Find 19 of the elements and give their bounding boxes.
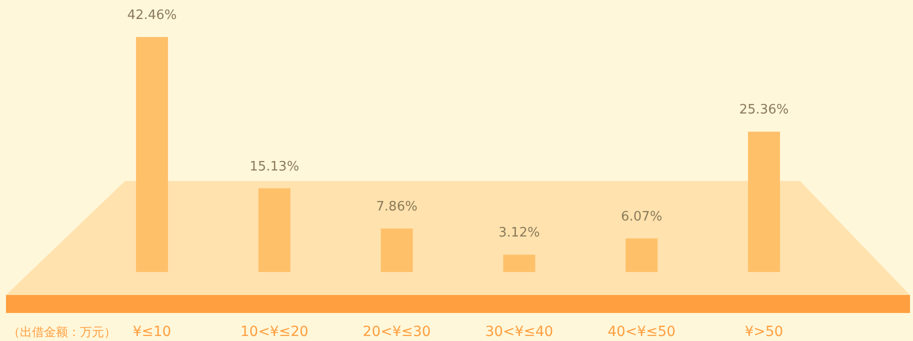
bar — [626, 238, 658, 272]
x-tick-label: ¥>50 — [744, 324, 784, 340]
x-tick-label: 20<¥≤30 — [362, 324, 431, 340]
x-axis-title: （出借金额：万元） — [8, 325, 116, 339]
data-label: 3.12% — [498, 226, 540, 241]
bar — [136, 37, 168, 272]
data-label: 6.07% — [620, 209, 662, 224]
bar — [380, 228, 413, 272]
bar — [748, 132, 780, 272]
data-label: 25.36% — [739, 102, 789, 118]
x-tick-label: 30<¥≤40 — [485, 324, 554, 340]
bar — [258, 188, 290, 272]
x-tick-label: 10<¥≤20 — [240, 324, 308, 340]
bar — [503, 254, 536, 272]
x-tick-label: 40<¥≤50 — [608, 324, 676, 340]
data-label: 42.46% — [127, 8, 177, 23]
x-tick-label: ¥≤10 — [132, 324, 172, 340]
data-label: 15.13% — [250, 159, 300, 174]
data-label: 7.86% — [376, 200, 418, 214]
